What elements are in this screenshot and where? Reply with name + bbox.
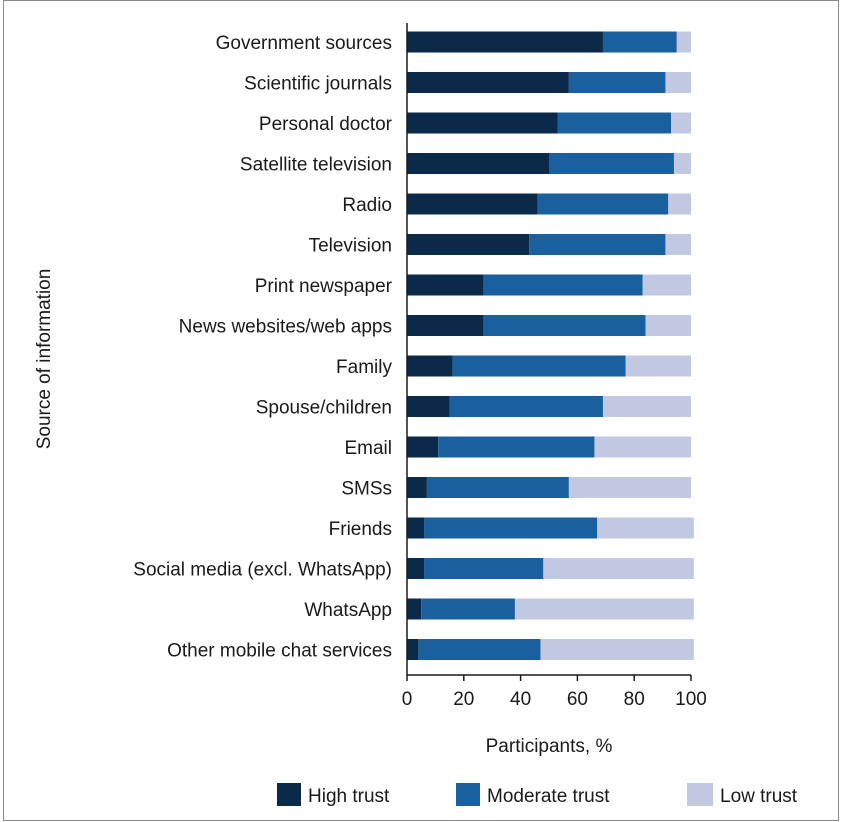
- bar-personal-doctor-low-trust: [671, 112, 691, 134]
- bar-spouse-children-high-trust: [407, 396, 450, 417]
- legend: High trust Moderate trust Low trust: [277, 783, 798, 807]
- bar-scientific-journals-moderate-trust: [568, 72, 666, 93]
- bar-social-media-excl-whatsapp-low-trust: [543, 558, 694, 579]
- bar-smss-low-trust: [568, 477, 691, 498]
- bar-other-mobile-chat-services-low-trust: [540, 639, 694, 660]
- category-label-satellite-television: Satellite television: [240, 155, 392, 176]
- bar-personal-doctor-moderate-trust: [557, 112, 672, 134]
- bar-television-high-trust: [407, 234, 530, 255]
- chart-frame: Government sources Scientific journals Per…: [3, 0, 839, 821]
- bar-friends-high-trust: [407, 517, 425, 539]
- bar-other-mobile-chat-services-moderate-trust: [418, 639, 541, 660]
- category-label-news-websites-web-apps: News websites/web apps: [179, 317, 392, 338]
- bar-email-moderate-trust: [438, 436, 595, 458]
- legend-swatch-high-trust: [277, 783, 301, 806]
- category-label-television: Television: [309, 236, 392, 257]
- x-axis-title: Participants, %: [486, 736, 613, 757]
- category-label-smss: SMSs: [341, 479, 392, 500]
- bar-government-sources-low-trust: [676, 31, 691, 53]
- category-label-friends: Friends: [329, 519, 392, 540]
- category-label-government-sources: Government sources: [216, 33, 392, 54]
- bar-print-newspaper-low-trust: [642, 274, 691, 296]
- bars-layer: [407, 31, 694, 660]
- bar-news-websites-web-apps-low-trust: [645, 315, 691, 336]
- category-labels: Government sources Scientific journals Per…: [133, 33, 392, 662]
- legend-label-low-trust: Low trust: [720, 786, 798, 807]
- bar-whatsapp-moderate-trust: [421, 598, 515, 620]
- legend-label-moderate-trust: Moderate trust: [487, 786, 610, 807]
- x-tick-label-20: 20: [453, 689, 474, 710]
- bar-social-media-excl-whatsapp-moderate-trust: [424, 558, 544, 579]
- x-tick-label-100: 100: [675, 689, 707, 710]
- category-label-print-newspaper: Print newspaper: [255, 276, 393, 297]
- bar-government-sources-high-trust: [407, 31, 603, 53]
- category-label-family: Family: [336, 357, 392, 378]
- bar-radio-high-trust: [407, 193, 538, 215]
- bar-print-newspaper-high-trust: [407, 274, 484, 296]
- bar-satellite-television-high-trust: [407, 153, 549, 174]
- bar-radio-moderate-trust: [537, 193, 669, 215]
- category-label-scientific-journals: Scientific journals: [244, 74, 392, 95]
- bar-news-websites-web-apps-high-trust: [407, 315, 484, 336]
- category-label-social-media-excl-whatsapp: Social media (excl. WhatsApp): [133, 560, 392, 581]
- bar-whatsapp-low-trust: [514, 598, 694, 620]
- bar-smss-high-trust: [407, 477, 427, 498]
- category-label-spouse-children: Spouse/children: [256, 398, 392, 419]
- legend-label-high-trust: High trust: [308, 786, 390, 807]
- x-tick-label-40: 40: [510, 689, 531, 710]
- bar-spouse-children-low-trust: [602, 396, 691, 417]
- bar-family-low-trust: [625, 355, 691, 377]
- x-tick-label-60: 60: [567, 689, 588, 710]
- bar-government-sources-moderate-trust: [602, 31, 677, 53]
- bar-other-mobile-chat-services-high-trust: [407, 639, 419, 660]
- bar-family-moderate-trust: [452, 355, 626, 377]
- bar-radio-low-trust: [668, 193, 691, 215]
- bar-friends-moderate-trust: [424, 517, 598, 539]
- bar-personal-doctor-high-trust: [407, 112, 558, 134]
- bar-satellite-television-moderate-trust: [549, 153, 674, 174]
- bar-smss-moderate-trust: [426, 477, 569, 498]
- x-tick-label-80: 80: [624, 689, 645, 710]
- bar-email-high-trust: [407, 436, 439, 458]
- bar-news-websites-web-apps-moderate-trust: [483, 315, 646, 336]
- legend-swatch-low-trust: [687, 783, 713, 806]
- category-label-other-mobile-chat-services: Other mobile chat services: [167, 641, 392, 662]
- bar-whatsapp-high-trust: [407, 598, 422, 620]
- category-label-radio: Radio: [342, 195, 392, 216]
- bar-email-low-trust: [594, 436, 691, 458]
- stacked-bar-chart: Government sources Scientific journals Per…: [34, 23, 798, 807]
- category-label-email: Email: [344, 438, 392, 459]
- category-label-personal-doctor: Personal doctor: [259, 114, 393, 135]
- bar-television-moderate-trust: [529, 234, 666, 255]
- bar-print-newspaper-moderate-trust: [483, 274, 643, 296]
- x-axis-ticks: 0 20 40 60 80 100: [402, 675, 707, 710]
- bar-scientific-journals-high-trust: [407, 72, 569, 93]
- bar-television-low-trust: [665, 234, 691, 255]
- bar-spouse-children-moderate-trust: [449, 396, 603, 417]
- bar-social-media-excl-whatsapp-high-trust: [407, 558, 425, 579]
- x-tick-label-0: 0: [402, 689, 413, 710]
- bar-satellite-television-low-trust: [673, 153, 691, 174]
- y-axis-title: Source of information: [34, 269, 55, 450]
- bar-scientific-journals-low-trust: [665, 72, 691, 93]
- bar-friends-low-trust: [597, 517, 694, 539]
- bar-family-high-trust: [407, 355, 453, 377]
- category-label-whatsapp: WhatsApp: [304, 600, 392, 621]
- legend-swatch-moderate-trust: [456, 783, 480, 806]
